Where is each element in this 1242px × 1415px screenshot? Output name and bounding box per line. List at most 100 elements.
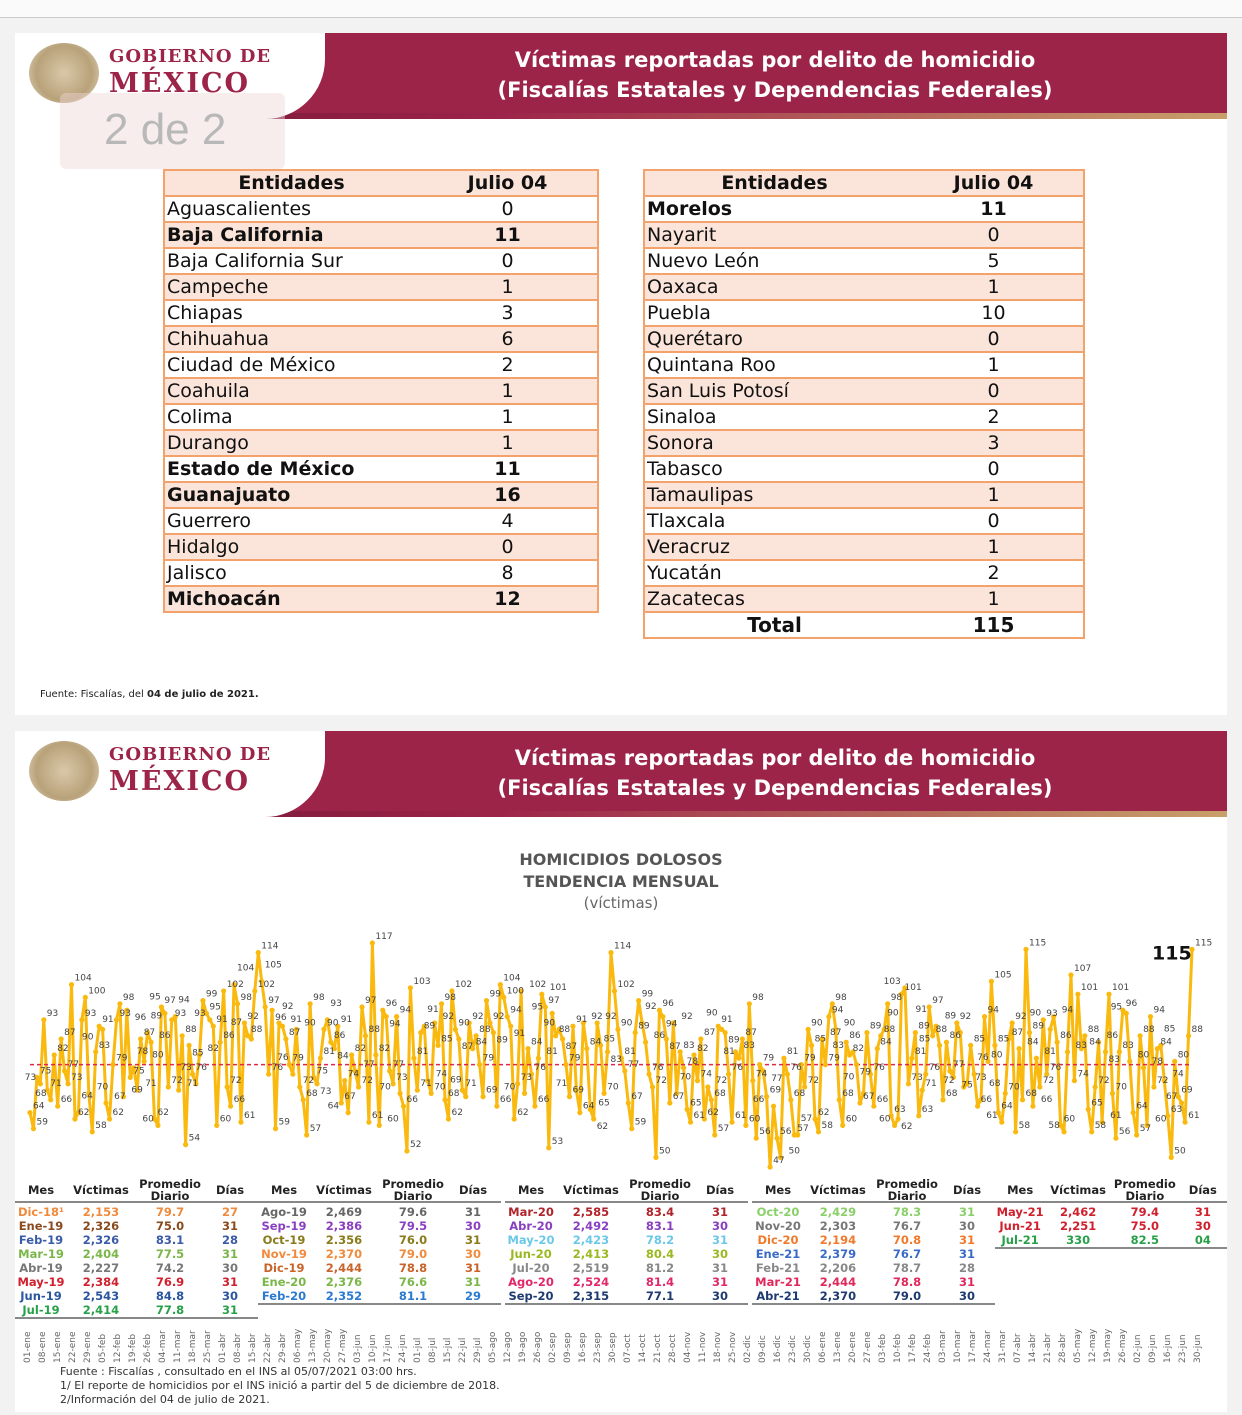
data-label: 62 — [158, 1108, 169, 1118]
title-line2: (Fiscalías Estatales y Dependencias Fede… — [497, 78, 1053, 102]
data-point — [750, 1078, 756, 1084]
daily-average-cell: 79.0 — [892, 1289, 922, 1303]
data-point — [276, 1020, 282, 1026]
data-point — [660, 1014, 666, 1020]
entity-name: Tabasco — [644, 455, 904, 482]
table-row: Ciudad de México 2 — [164, 351, 598, 378]
data-point — [525, 1046, 531, 1052]
x-tick-label: 06-ene — [818, 1323, 830, 1363]
data-point — [1185, 1033, 1192, 1039]
entity-name: Campeche — [164, 273, 418, 300]
data-point — [328, 1039, 334, 1045]
data-point — [269, 1007, 275, 1013]
data-label: 59 — [279, 1118, 291, 1128]
chart-unit: (víctimas) — [583, 894, 659, 912]
entity-value: 2 — [418, 351, 598, 378]
data-point — [725, 1071, 732, 1077]
data-point — [764, 1094, 770, 1100]
data-label: 54 — [189, 1134, 201, 1144]
x-tick-text: 17-feb — [908, 1333, 918, 1363]
x-tick-label: 08-abr — [233, 1323, 245, 1363]
header-divider — [15, 113, 1227, 119]
month-cell: May-19 — [17, 1275, 65, 1289]
data-point — [248, 1036, 254, 1042]
x-tick-text: 10-mar — [953, 1330, 963, 1363]
data-label: 115 — [1195, 938, 1212, 948]
data-label: 97 — [548, 996, 559, 1006]
data-label: 115 — [1029, 938, 1046, 948]
daily-average-cell: 79.5 — [398, 1219, 428, 1233]
data-point — [407, 985, 414, 991]
data-label: 114 — [261, 942, 278, 952]
data-label: 67 — [673, 1092, 684, 1102]
header-cell: Víctimas — [810, 1182, 866, 1197]
month-cell: Jun-19 — [20, 1289, 62, 1303]
x-tick-text: 23-sep — [593, 1332, 603, 1363]
top-bar — [0, 0, 1242, 18]
data-label: 82 — [57, 1044, 68, 1054]
x-tick-text: 14-abr — [1028, 1333, 1038, 1363]
data-point — [947, 1068, 953, 1074]
data-label: 62 — [818, 1108, 829, 1118]
data-point — [342, 1078, 348, 1084]
header-cell: Víctimas — [73, 1182, 129, 1197]
x-tick-label: 28-abr — [1058, 1323, 1070, 1363]
data-point — [345, 1110, 351, 1116]
data-point — [141, 1058, 147, 1064]
data-point — [387, 1068, 393, 1074]
data-point — [923, 1071, 929, 1077]
x-tick-label: 08-ene — [38, 1323, 50, 1363]
table-header: Entidades Julio 04 — [644, 169, 1084, 196]
data-point — [93, 1049, 99, 1055]
month-cell: May-20 — [507, 1233, 555, 1247]
x-tick-text: 04-mar — [158, 1330, 168, 1363]
data-label: 77 — [628, 1060, 639, 1070]
data-label: 61 — [1188, 1111, 1199, 1121]
entity-name: Tlaxcala — [644, 507, 904, 534]
data-point — [511, 1116, 517, 1122]
data-point — [162, 1010, 168, 1016]
data-label: 95 — [532, 1002, 543, 1012]
daily-average-cell: 79.0 — [398, 1247, 428, 1261]
data-label: 57 — [801, 1114, 812, 1124]
data-label: 72 — [943, 1076, 954, 1086]
table-row: Coahuila 1 — [164, 377, 598, 404]
entities-table-left: Entidades Julio 04 Aguascalientes 0 Baja Cal… — [163, 169, 599, 613]
footnote-1: Fuente : Fiscalías , consultado en el IN… — [60, 1365, 417, 1378]
data-point — [860, 1090, 867, 1096]
month-cell: Oct-19 — [262, 1233, 306, 1247]
data-label: 76 — [196, 1063, 208, 1073]
x-tick-text: 15-ene — [53, 1331, 63, 1363]
table-row: Hidalgo 0 — [164, 533, 598, 560]
data-point — [1033, 1055, 1039, 1061]
data-point — [72, 1116, 78, 1122]
title-line2: (Fiscalías Estatales y Dependencias Fede… — [497, 776, 1053, 800]
data-label: 61 — [244, 1111, 255, 1121]
data-point — [1127, 1058, 1133, 1064]
data-label: 105 — [265, 960, 282, 970]
table-row: Querétaro 0 — [644, 325, 1084, 352]
x-tick-label: 24-jun — [398, 1323, 410, 1363]
data-point — [622, 1068, 628, 1074]
data-label: 92 — [493, 1012, 504, 1022]
table-row: Nuevo León 5 — [644, 247, 1084, 274]
x-tick-text: 01-jul — [413, 1337, 423, 1363]
table-row: Michoacán 12 — [164, 585, 598, 612]
x-tick-label: 11-mar — [173, 1323, 185, 1363]
data-point — [1082, 1033, 1088, 1039]
data-label: 94 — [510, 1006, 522, 1016]
table-row: Durango 1 — [164, 429, 598, 456]
data-label: 64 — [1001, 1102, 1013, 1112]
x-tick-label: 15-ene — [53, 1323, 65, 1363]
table-row: Tamaulipas 1 — [644, 481, 1084, 508]
data-point — [919, 1087, 925, 1093]
x-tick-text: 31-mar — [998, 1330, 1008, 1363]
x-tick-text: 12-may — [1088, 1328, 1098, 1363]
data-label: 81 — [546, 1047, 557, 1057]
data-label: 87 — [669, 1042, 680, 1052]
header-cell: Promedio Diario — [382, 1176, 444, 1203]
data-label: 76 — [929, 1063, 941, 1073]
header-cell: Promedio Diario — [629, 1176, 691, 1203]
data-label: 97 — [164, 996, 175, 1006]
daily-average-cell: 78.3 — [892, 1205, 922, 1219]
